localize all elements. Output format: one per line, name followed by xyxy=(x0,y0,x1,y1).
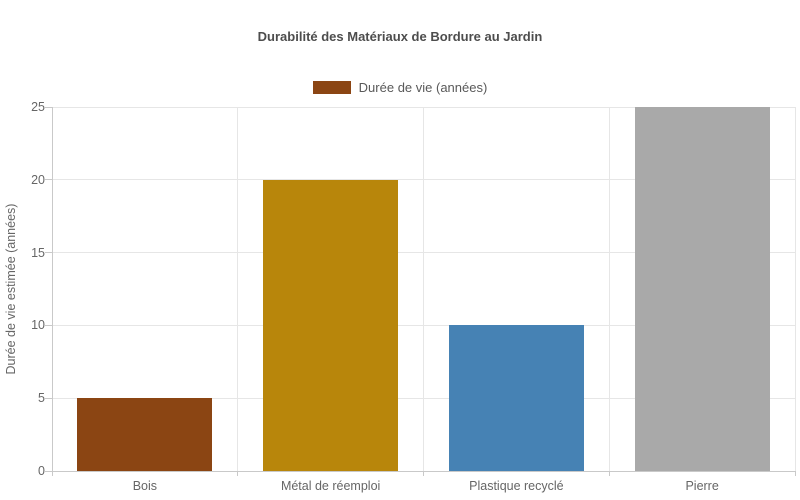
x-tick-mark xyxy=(608,471,610,476)
gridline-x-3 xyxy=(608,107,610,471)
bar-pierre xyxy=(634,107,770,471)
x-tick-mark xyxy=(237,471,239,476)
x-tick-label-metal-de-reemploi: Métal de réemploi xyxy=(280,479,381,493)
x-tick-mark xyxy=(423,471,424,476)
chart-title: Durabilité des Matériaux de Bordure au J… xyxy=(257,29,543,44)
bar-bois xyxy=(77,398,213,471)
y-axis-line xyxy=(51,107,53,476)
y-tick-label: 5 xyxy=(38,391,45,406)
x-tick-label-plastique-recycle: Plastique recyclé xyxy=(469,479,564,493)
y-tick-label: 0 xyxy=(38,464,45,478)
x-tick-label-pierre: Pierre xyxy=(685,479,719,493)
y-tick-mark xyxy=(45,397,52,399)
legend: Durée de vie (années) xyxy=(0,80,800,95)
gridline-x-1 xyxy=(237,107,239,471)
legend-label: Durée de vie (années) xyxy=(358,80,488,95)
y-tick-mark xyxy=(45,324,52,326)
y-tick-label: 20 xyxy=(31,172,45,187)
bar-metal-de-reemploi xyxy=(263,179,399,471)
x-tick-mark xyxy=(794,471,796,476)
x-tick-label-bois: Bois xyxy=(132,479,158,493)
y-tick-mark xyxy=(45,252,52,254)
legend-swatch xyxy=(312,81,351,94)
y-tick-mark xyxy=(45,470,52,472)
y-tick-mark xyxy=(45,106,52,108)
x-axis-line xyxy=(52,470,795,472)
gridline-x-4 xyxy=(794,107,796,471)
y-tick-label: 10 xyxy=(31,318,45,333)
y-tick-label: 15 xyxy=(31,245,45,260)
y-tick-mark xyxy=(45,179,52,181)
gridline-x-2 xyxy=(423,107,424,471)
y-tick-label: 25 xyxy=(31,100,45,114)
bar-plastique-recycle xyxy=(448,325,584,471)
